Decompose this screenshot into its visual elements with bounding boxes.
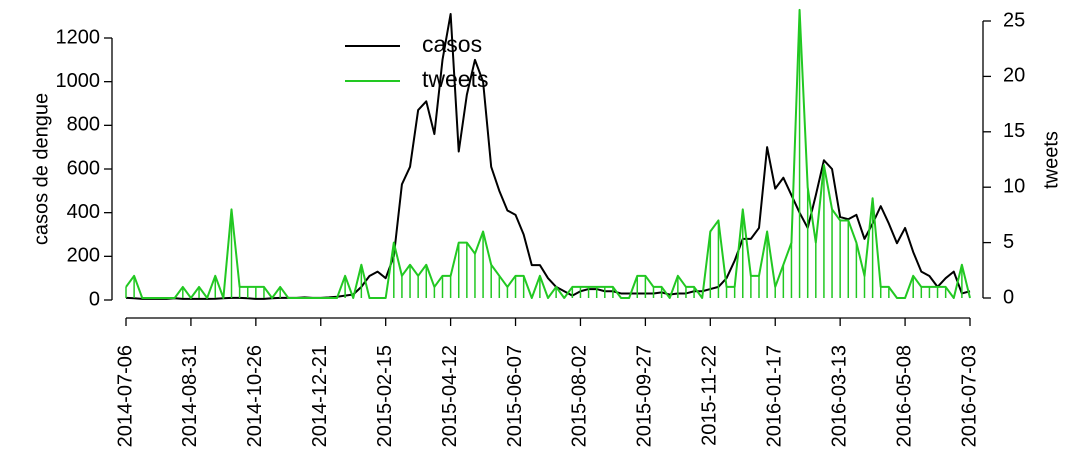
x-tick-label: 2015-09-27 — [634, 345, 656, 447]
x-tick-label: 2015-11-22 — [699, 345, 721, 446]
series-line — [125, 8, 971, 299]
x-tick-label: 2016-05-08 — [893, 345, 915, 447]
x-tick-label: 2014-12-21 — [309, 345, 331, 447]
y-tick-label: 0 — [89, 288, 100, 310]
y2-tick-label: 25 — [1003, 9, 1025, 31]
y-tick-label: 1200 — [56, 26, 101, 48]
y-axis-label: casos de dengue — [30, 93, 52, 245]
y2-tick-label: 15 — [1003, 120, 1025, 142]
x-tick-label: 2014-10-26 — [244, 345, 266, 447]
y2-tick-label: 0 — [1003, 286, 1014, 308]
y2-tick-label: 20 — [1003, 65, 1025, 87]
y2-tick-label: 10 — [1003, 175, 1025, 197]
y-tick-label: 1000 — [56, 70, 101, 92]
x-tick-label: 2016-07-03 — [958, 345, 980, 447]
x-tick-label: 2015-02-15 — [374, 345, 396, 447]
legend-label: tweets — [422, 66, 488, 92]
series-line — [125, 12, 971, 300]
y-tick-label: 800 — [67, 114, 100, 136]
x-tick-label: 2015-04-12 — [439, 345, 461, 447]
x-tick-label: 2015-06-07 — [504, 345, 526, 447]
x-tick-label: 2015-08-02 — [569, 345, 591, 447]
legend-label: casos — [422, 31, 482, 57]
y2-axis-label: tweets — [1040, 131, 1062, 189]
y-tick-label: 200 — [67, 245, 100, 267]
x-tick-label: 2014-07-06 — [114, 345, 136, 447]
y-tick-label: 600 — [67, 157, 100, 179]
x-tick-label: 2016-03-13 — [828, 345, 850, 447]
y-tick-label: 400 — [67, 201, 100, 223]
x-tick-label: 2014-08-31 — [179, 345, 201, 447]
y2-tick-label: 5 — [1003, 231, 1014, 253]
x-tick-label: 2016-01-17 — [764, 345, 786, 447]
